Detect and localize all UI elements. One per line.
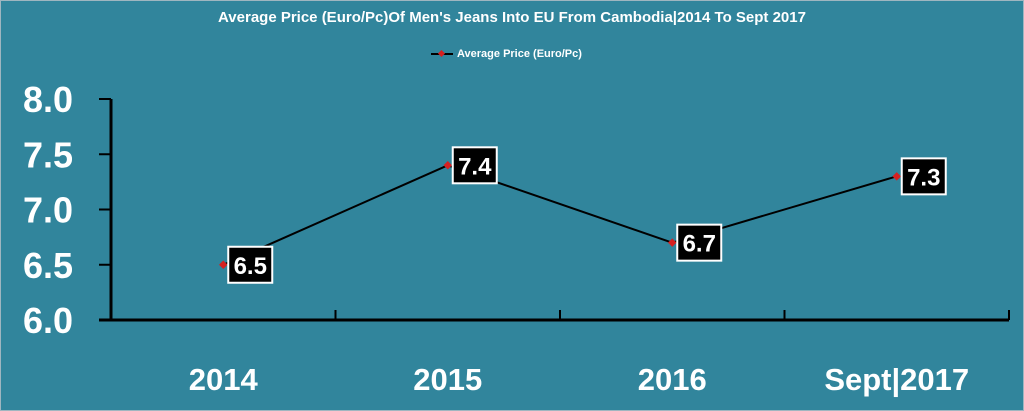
- data-label-box: [451, 146, 498, 185]
- data-point: [668, 238, 677, 247]
- x-tick-label: 2016: [638, 362, 707, 397]
- data-label: 6.7: [683, 231, 716, 258]
- data-point: [892, 172, 901, 181]
- data-label: 7.4: [458, 153, 492, 180]
- x-tick-label: 2015: [413, 362, 482, 397]
- legend-swatch: [431, 49, 453, 59]
- data-label-box: [676, 223, 723, 262]
- data-label: 7.3: [907, 164, 940, 191]
- chart-title: Average Price (Euro/Pc)Of Men's Jeans In…: [218, 9, 806, 26]
- data-label: 6.5: [234, 253, 267, 280]
- y-tick-label: 7.0: [23, 190, 73, 231]
- x-tick-label: 2014: [189, 362, 259, 397]
- y-tick-label: 6.5: [23, 245, 73, 286]
- x-tick-label: Sept|2017: [824, 362, 969, 397]
- data-point: [219, 260, 228, 269]
- y-tick-label: 8.0: [23, 79, 73, 120]
- y-tick-label: 7.5: [23, 134, 73, 175]
- data-label-box: [227, 245, 274, 284]
- series-line: [222, 164, 898, 266]
- data-label-box: [900, 157, 947, 196]
- data-point: [443, 161, 452, 170]
- y-tick-label: 6.0: [23, 300, 73, 341]
- legend: Average Price (Euro/Pc): [431, 47, 582, 61]
- legend-label: Average Price (Euro/Pc): [457, 48, 582, 60]
